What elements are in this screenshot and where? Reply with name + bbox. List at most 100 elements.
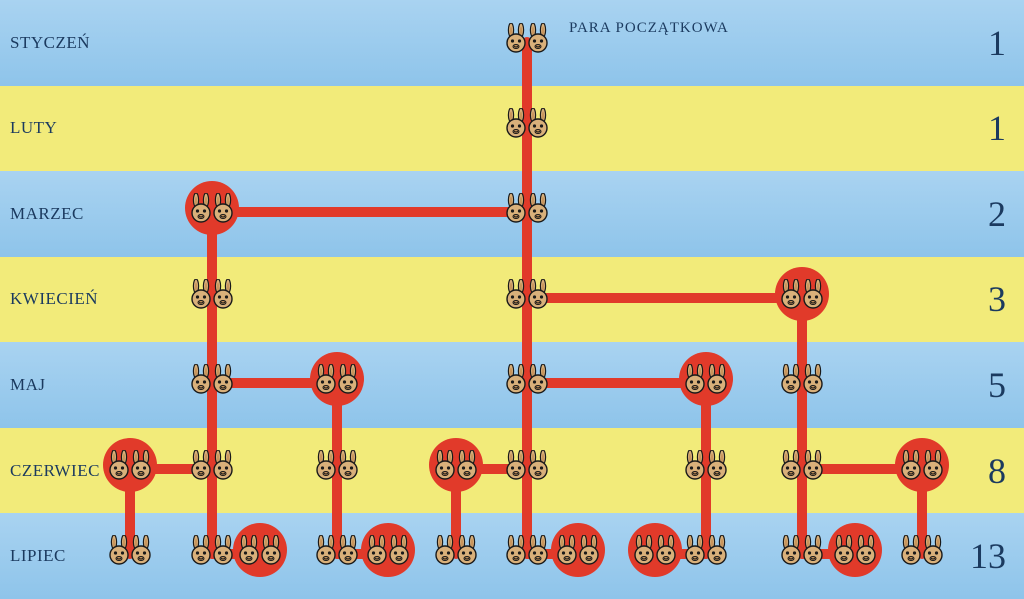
- rabbit-icon: [337, 535, 359, 565]
- rabbit-icon: [212, 450, 234, 480]
- rabbit-icon: [802, 450, 824, 480]
- month-label-feb: LUTY: [10, 118, 57, 138]
- rabbit-icon: [190, 364, 212, 394]
- rabbit-icon: [706, 450, 728, 480]
- rabbit-pair: [833, 535, 877, 565]
- rabbit-pair: [505, 364, 549, 394]
- rabbit-icon: [802, 364, 824, 394]
- rabbit-icon: [108, 535, 130, 565]
- rabbit-pair: [780, 279, 824, 309]
- rabbit-icon: [802, 279, 824, 309]
- rabbit-icon: [684, 450, 706, 480]
- rabbit-icon: [434, 450, 456, 480]
- rabbit-icon: [315, 364, 337, 394]
- rabbit-icon: [190, 535, 212, 565]
- count-label-jul: 13: [970, 535, 1006, 577]
- rabbit-pair: [900, 450, 944, 480]
- month-label-may: MAJ: [10, 375, 46, 395]
- rabbit-icon: [505, 23, 527, 53]
- rabbit-pair: [434, 535, 478, 565]
- rabbit-icon: [527, 108, 549, 138]
- rabbit-icon: [315, 535, 337, 565]
- month-label-jul: LIPIEC: [10, 546, 66, 566]
- rabbit-icon: [833, 535, 855, 565]
- rabbit-icon: [578, 535, 600, 565]
- rabbit-icon: [706, 364, 728, 394]
- initial-pair-annotation: PARA POCZĄTKOWA: [569, 20, 729, 37]
- rabbit-pair: [434, 450, 478, 480]
- rabbit-icon: [900, 535, 922, 565]
- rabbit-icon: [900, 450, 922, 480]
- rabbit-icon: [922, 450, 944, 480]
- rabbit-pair: [505, 23, 549, 53]
- rabbit-pair: [505, 535, 549, 565]
- rabbit-icon: [388, 535, 410, 565]
- count-label-apr: 3: [988, 278, 1006, 320]
- rabbit-icon: [212, 364, 234, 394]
- rabbit-icon: [505, 535, 527, 565]
- rabbit-pair: [684, 364, 728, 394]
- month-label-apr: KWIECIEŃ: [10, 289, 98, 309]
- rabbit-pair: [505, 193, 549, 223]
- rabbit-icon: [434, 535, 456, 565]
- rabbit-icon: [190, 279, 212, 309]
- rabbit-icon: [337, 450, 359, 480]
- rabbit-pair: [633, 535, 677, 565]
- rabbit-icon: [238, 535, 260, 565]
- month-label-jun: CZERWIEC: [10, 461, 100, 481]
- rabbit-icon: [780, 450, 802, 480]
- rabbit-icon: [315, 450, 337, 480]
- rabbit-pair: [505, 108, 549, 138]
- count-label-jan: 1: [988, 22, 1006, 64]
- rabbit-icon: [922, 535, 944, 565]
- rabbit-icon: [190, 193, 212, 223]
- rabbit-pair: [238, 535, 282, 565]
- rabbit-pair: [190, 535, 234, 565]
- rabbit-pair: [780, 450, 824, 480]
- rabbit-icon: [684, 364, 706, 394]
- rabbit-pair: [684, 535, 728, 565]
- rabbit-pair: [780, 364, 824, 394]
- rabbit-pair: [505, 450, 549, 480]
- month-label-jan: STYCZEŃ: [10, 33, 90, 53]
- rabbit-icon: [527, 535, 549, 565]
- rabbit-icon: [337, 364, 359, 394]
- month-label-mar: MARZEC: [10, 204, 84, 224]
- rabbit-icon: [190, 450, 212, 480]
- rabbit-icon: [802, 535, 824, 565]
- rabbit-icon: [556, 535, 578, 565]
- rabbit-icon: [505, 364, 527, 394]
- rabbit-pair: [108, 450, 152, 480]
- rabbit-icon: [108, 450, 130, 480]
- rabbit-icon: [456, 450, 478, 480]
- rabbit-icon: [505, 450, 527, 480]
- rabbit-pair: [190, 193, 234, 223]
- rabbit-pair: [556, 535, 600, 565]
- rabbit-pair: [505, 279, 549, 309]
- fibonacci-rabbits-diagram: STYCZEŃ1LUTY1MARZEC2KWIECIEŃ3MAJ5CZERWIE…: [0, 0, 1024, 599]
- rabbit-icon: [633, 535, 655, 565]
- rabbit-icon: [780, 535, 802, 565]
- rabbit-icon: [527, 364, 549, 394]
- rabbit-icon: [684, 535, 706, 565]
- rabbit-pair: [190, 279, 234, 309]
- rabbit-pair: [780, 535, 824, 565]
- rabbit-icon: [780, 364, 802, 394]
- rabbit-icon: [130, 450, 152, 480]
- rabbit-pair: [108, 535, 152, 565]
- rabbit-pair: [315, 364, 359, 394]
- rabbit-icon: [855, 535, 877, 565]
- rabbit-icon: [505, 108, 527, 138]
- rabbit-icon: [527, 279, 549, 309]
- rabbit-pair: [366, 535, 410, 565]
- rabbit-icon: [780, 279, 802, 309]
- rabbit-icon: [527, 450, 549, 480]
- rabbit-icon: [505, 279, 527, 309]
- count-label-feb: 1: [988, 107, 1006, 149]
- rabbit-icon: [366, 535, 388, 565]
- rabbit-pair: [900, 535, 944, 565]
- rabbit-icon: [260, 535, 282, 565]
- count-label-jun: 8: [988, 450, 1006, 492]
- rabbit-icon: [505, 193, 527, 223]
- rabbit-icon: [456, 535, 478, 565]
